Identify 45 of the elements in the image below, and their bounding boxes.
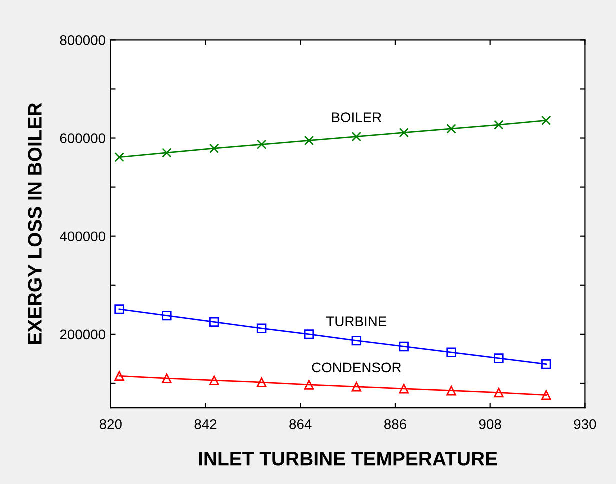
point <box>210 144 220 154</box>
point <box>542 360 552 370</box>
x-tick-label: 820 <box>100 419 122 430</box>
point <box>542 116 552 126</box>
y-tick-label: 200000 <box>60 330 106 340</box>
point <box>399 128 409 138</box>
point <box>352 132 362 142</box>
point <box>162 310 172 321</box>
point <box>352 382 362 392</box>
x-axis-title: INLET TURBINE TEMPERATURE <box>199 452 498 466</box>
y-tick-label: 800000 <box>60 36 106 46</box>
point <box>494 354 504 364</box>
point <box>256 324 267 334</box>
point <box>114 304 124 314</box>
x-tick-label: 886 <box>384 419 406 430</box>
point <box>446 386 456 396</box>
point <box>114 371 124 381</box>
point <box>494 120 504 130</box>
point <box>256 140 267 150</box>
y-axis-title: EXERGY LOSS IN BOILER <box>28 103 42 344</box>
series-label: TURBINE <box>326 316 387 326</box>
point <box>494 388 504 398</box>
point <box>304 330 314 340</box>
point <box>542 390 552 400</box>
y-tick-label: 400000 <box>60 232 106 242</box>
point <box>446 348 456 358</box>
point <box>210 376 220 386</box>
x-tick-label: 908 <box>479 419 502 430</box>
point <box>446 124 456 134</box>
point <box>162 148 172 158</box>
point <box>256 378 267 388</box>
point <box>210 317 220 328</box>
point <box>352 336 362 346</box>
x-tick-label: 842 <box>194 419 217 430</box>
point <box>114 152 124 162</box>
point <box>399 384 409 394</box>
x-tick-label: 930 <box>574 419 596 430</box>
point <box>304 380 314 390</box>
y-tick-label: 600000 <box>60 134 106 144</box>
point <box>304 136 314 146</box>
x-tick-label: 864 <box>290 419 312 430</box>
series-label: CONDENSOR <box>312 362 402 373</box>
point <box>162 374 172 384</box>
series-label: BOILER <box>332 112 382 122</box>
point <box>399 342 409 352</box>
